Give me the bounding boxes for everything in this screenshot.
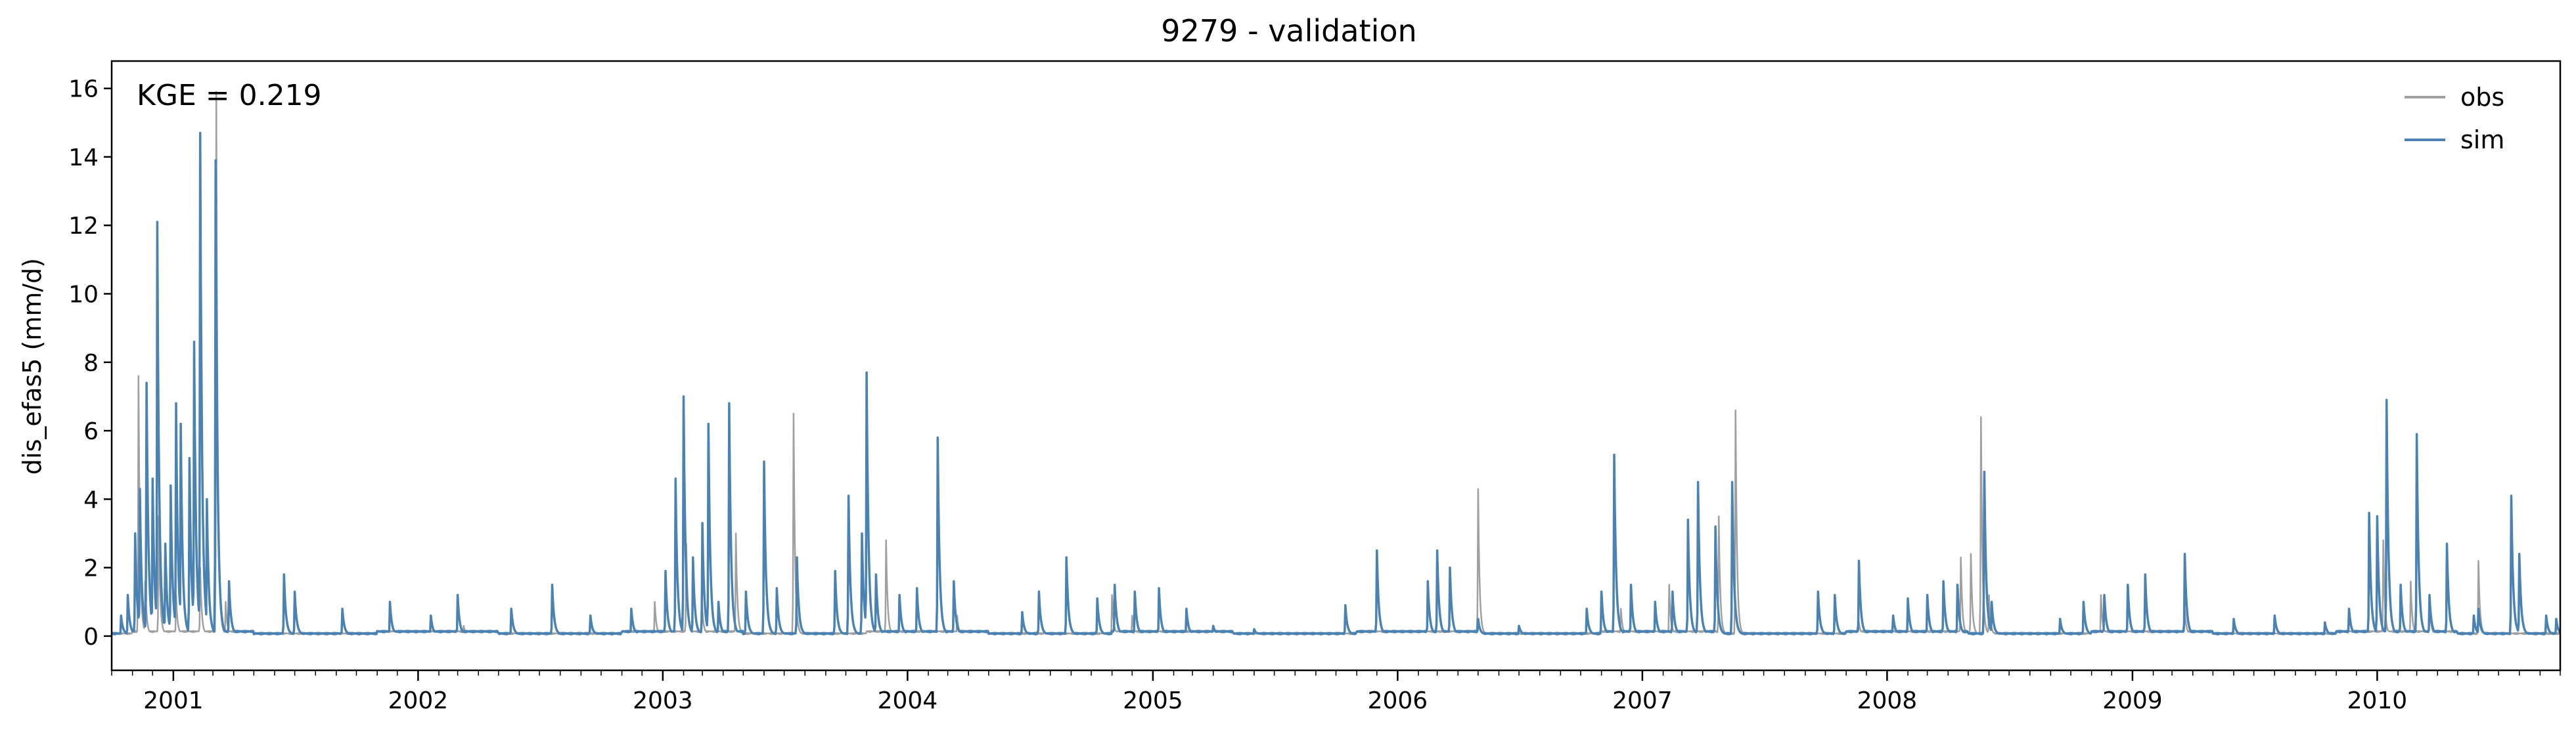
x-tick-label: 2008 (1857, 687, 1918, 714)
series-line-sim (110, 131, 2562, 636)
y-tick-label: 10 (68, 282, 99, 309)
y-tick-label: 14 (68, 144, 99, 171)
x-tick-label: 2007 (1612, 687, 1673, 714)
x-tick-label: 2009 (2102, 687, 2163, 714)
x-tick-label: 2003 (633, 687, 693, 714)
legend: obs sim (2405, 83, 2504, 154)
chart-title: 9279 - validation (1161, 13, 1416, 49)
y-tick-label: 4 (83, 486, 99, 513)
x-tick-label: 2002 (388, 687, 449, 714)
x-tick-label: 2006 (1368, 687, 1428, 714)
x-tick-label: 2005 (1123, 687, 1183, 714)
x-tick-label: 2004 (878, 687, 938, 714)
x-tick-label: 2001 (143, 687, 204, 714)
plot-frame (110, 60, 2562, 672)
y-tick-label: 2 (83, 555, 99, 582)
kge-annotation: KGE = 0.219 (137, 79, 322, 112)
legend-obs-label: obs (2460, 83, 2504, 112)
y-tick-label: 16 (68, 76, 99, 103)
x-tick-label: 2010 (2347, 687, 2408, 714)
legend-sim-label: sim (2460, 125, 2504, 154)
series-layer (110, 91, 2562, 636)
y-axis-label: dis_efas5 (mm/d) (18, 258, 47, 475)
y-tick-label: 0 (83, 624, 99, 651)
y-tick-label: 12 (68, 213, 99, 240)
y-tick-label: 6 (83, 418, 99, 445)
axis-layer: 0 2 4 6 8 10 12 14 16 2001 2002 2003 2004 2005 2006 200… (68, 76, 2561, 714)
y-tick-label: 8 (83, 350, 99, 377)
